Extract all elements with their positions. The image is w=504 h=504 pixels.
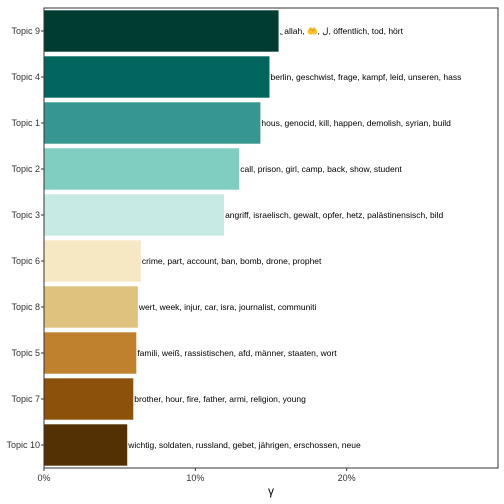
x-tick-label-2: 20% (338, 473, 356, 483)
bar-topic-1 (44, 102, 261, 144)
y-tick-label-topic-3: Topic 3 (11, 210, 40, 220)
bar-label-topic-5: famili, weiß, rassistischen, afd, männer… (137, 348, 337, 358)
y-tick-label-topic-10: Topic 10 (6, 440, 40, 450)
bar-topic-5 (44, 332, 137, 374)
x-axis: 0% 10% 20% (37, 468, 356, 483)
y-tick-label-topic-6: Topic 6 (11, 256, 40, 266)
y-tick-label-topic-1: Topic 1 (11, 118, 40, 128)
bar-topic-6 (44, 240, 141, 282)
bar-label-topic-10: wichtig, soldaten, russland, gebet, jähr… (127, 440, 361, 450)
y-tick-label-topic-7: Topic 7 (11, 394, 40, 404)
bar-label-topic-6: crime, part, account, ban, bomb, drone, … (142, 256, 322, 266)
bar-label-topic-3: angriff, israelisch, gewalt, opfer, hetz… (225, 210, 443, 220)
y-tick-label-topic-2: Topic 2 (11, 164, 40, 174)
bar-topic-4 (44, 56, 270, 98)
bar-label-topic-4: berlin, geschwist, frage, kampf, leid, u… (270, 72, 461, 82)
bar-label-topic-2: call, prison, girl, camp, back, show, st… (240, 164, 402, 174)
bar-label-topic-7: brother, hour, fire, father, armi, relig… (134, 394, 306, 404)
bar-topic-7 (44, 378, 134, 420)
bars-group (44, 10, 279, 466)
x-tick-label-1: 10% (186, 473, 204, 483)
bar-label-topic-1: hous, genocid, kill, happen, demolish, s… (261, 118, 451, 128)
x-axis-label: γ (268, 484, 274, 498)
y-tick-label-topic-9: Topic 9 (11, 26, 40, 36)
bar-topic-3 (44, 194, 225, 236)
bar-topic-8 (44, 286, 138, 328)
bar-label-topic-8: wert, week, injur, car, isra, journalist… (138, 302, 317, 312)
bar-topic-2 (44, 148, 240, 190)
bar-topic-9 (44, 10, 279, 52)
bar-labels-group: ِ, allah, 🤲, ل, öffentlich, tod, hört ber… (127, 26, 461, 450)
bar-label-topic-9: ِ, allah, 🤲, ل, öffentlich, tod, hört (280, 26, 404, 36)
y-tick-label-topic-5: Topic 5 (11, 348, 40, 358)
panel-border (43, 7, 499, 469)
bar-topic-10 (44, 424, 128, 466)
y-tick-label-topic-4: Topic 4 (11, 72, 40, 82)
x-tick-label-0: 0% (37, 473, 50, 483)
y-axis: Topic 9 Topic 4 Topic 1 Topic 2 Topic 3 Topic… (6, 26, 44, 450)
y-tick-label-topic-8: Topic 8 (11, 302, 40, 312)
